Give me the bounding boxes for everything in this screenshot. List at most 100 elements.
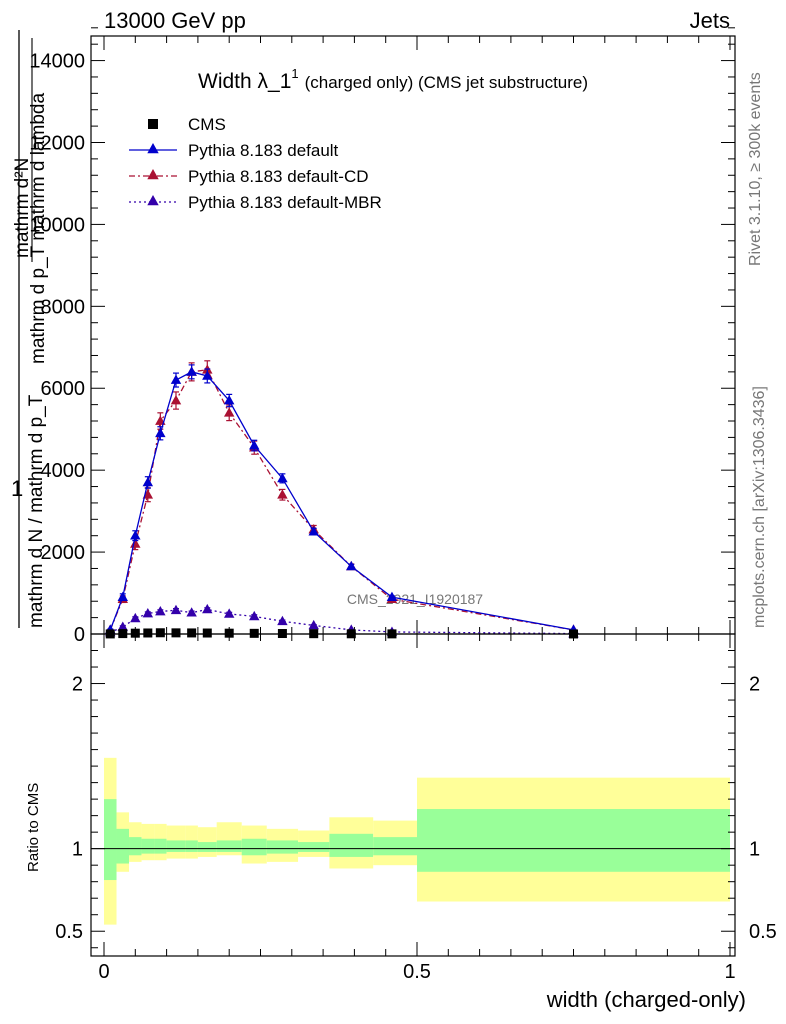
data-point (249, 628, 259, 638)
ratio-band-green (154, 838, 167, 854)
data-point (346, 560, 357, 571)
ratio-band-green (298, 842, 330, 852)
legend-marker (147, 195, 159, 206)
ratio-ytick-label: 0.5 (55, 921, 83, 943)
ratio-ytick-label-right: 2 (749, 674, 760, 696)
data-point (170, 374, 182, 384)
data-point (386, 591, 398, 601)
ratio-band-green (185, 840, 198, 852)
legend: CMS Pythia 8.183 default Pythia 8.183 defa… (129, 115, 382, 212)
data-point (117, 591, 129, 601)
data-point (277, 472, 288, 483)
mcplots-label: mcplots.cern.ch [arXiv:1306.3436] (751, 386, 768, 628)
main-ytick-label: 0 (74, 624, 85, 646)
data-point (223, 407, 235, 417)
rivet-label: Rivet 3.1.10, ≥ 300k events (747, 72, 764, 266)
ratio-x-axis: 0 0.5 1 (98, 634, 736, 983)
data-point (277, 489, 288, 499)
ratio-plot-frame (90, 633, 736, 957)
data-point (142, 608, 154, 618)
series-line (109, 369, 574, 631)
ylabel-top: 1 (11, 476, 23, 501)
main-plot: 0 2000 4000 6000 8000 10000 12000 14000 CMS_202… (29, 27, 736, 646)
data-point (186, 366, 197, 376)
legend-marker (147, 169, 159, 180)
data-point (249, 610, 260, 621)
ratio-band-green (116, 828, 130, 864)
ratio-plot: 0.5 0.51 12 2 0 0.5 1 Ratio to CMS width (cha… (25, 633, 777, 1012)
ratio-ytick-label-right: 1 (749, 839, 760, 861)
x-axis-label: width (charged-only) (546, 987, 746, 1012)
ratio-ytick-label-right: 0.5 (749, 921, 777, 943)
legend-item: CMS (148, 115, 226, 134)
data-point (249, 440, 260, 450)
legend-item: Pythia 8.183 default (129, 141, 339, 160)
data-point (170, 395, 182, 405)
series-line (109, 371, 574, 631)
main-ytick-label: 2000 (41, 542, 86, 564)
main-ytick-label: 8000 (41, 296, 86, 318)
data-point (155, 605, 166, 616)
chart-subtitle: (charged only) (CMS jet substructure) (305, 73, 588, 92)
chart-title-sup: 1 (291, 66, 298, 81)
ratio-band-green (166, 840, 186, 852)
series-pythia-8-183-default-cd (105, 360, 579, 634)
ratio-xtick-label: 1 (724, 961, 735, 983)
legend-label: CMS (188, 115, 226, 134)
legend-item: Pythia 8.183 default-MBR (129, 193, 382, 212)
data-point (187, 628, 197, 638)
ratio-band-green (373, 837, 417, 856)
header-left: 13000 GeV pp (104, 8, 246, 33)
series-line (110, 608, 574, 635)
ratio-bands (104, 757, 730, 925)
main-ytick-label: 12000 (29, 132, 85, 154)
ratio-ylabel: Ratio to CMS (25, 783, 42, 872)
ratio-band-green (141, 838, 155, 854)
ylabel-frac-den: mathrm d p_T mathrm d lambda (28, 93, 49, 364)
main-ytick-label: 10000 (29, 214, 85, 236)
ratio-ytick-label: 2 (72, 674, 83, 696)
legend-label: Pythia 8.183 default-CD (188, 167, 369, 186)
main-ytick-label: 14000 (29, 51, 85, 73)
main-ytick-label: 4000 (41, 460, 86, 482)
watermark: CMS_2021_I1920187 (347, 591, 483, 607)
data-point (142, 476, 154, 487)
data-point (223, 608, 235, 618)
main-x-ticks (103, 36, 731, 634)
legend-label: Pythia 8.183 default (188, 141, 339, 160)
ratio-band-green (216, 840, 242, 852)
chart-title: Width λ_11 (charged only) (CMS jet substr… (198, 66, 588, 93)
data-point (223, 395, 235, 405)
legend-marker (148, 119, 158, 129)
main-series-layer (105, 360, 579, 639)
data-point (130, 628, 140, 638)
main-y-axis: 0 2000 4000 6000 8000 10000 12000 14000 (29, 27, 735, 646)
ratio-band-green (266, 840, 299, 854)
data-point (224, 628, 234, 638)
data-point (308, 526, 319, 536)
series-pythia-8-183-default (105, 364, 579, 634)
legend-item: Pythia 8.183 default-CD (129, 167, 369, 186)
ratio-band-green (329, 833, 374, 857)
ratio-ytick-label: 1 (72, 839, 83, 861)
ratio-band-green (241, 838, 267, 856)
main-ytick-label: 6000 (41, 378, 86, 400)
data-point (277, 615, 288, 626)
data-point (170, 604, 182, 615)
ylabel-frac-num: mathrm d²N (12, 158, 33, 258)
ratio-band-green (129, 837, 142, 856)
data-point (186, 607, 197, 617)
data-point (117, 621, 129, 631)
ratio-band-green (197, 842, 217, 852)
data-point (155, 427, 166, 438)
legend-label: Pythia 8.183 default-MBR (188, 193, 382, 212)
chart-title-main: Width λ_1 (198, 70, 291, 93)
data-point (155, 628, 165, 638)
data-point (171, 628, 181, 638)
ratio-xtick-label: 0.5 (403, 961, 431, 983)
ratio-xtick-label: 0 (98, 961, 109, 983)
series-cms (105, 628, 578, 639)
data-point (202, 370, 213, 380)
ylabel-prefix: mathrm d N / mathrm d p_T (26, 394, 47, 628)
